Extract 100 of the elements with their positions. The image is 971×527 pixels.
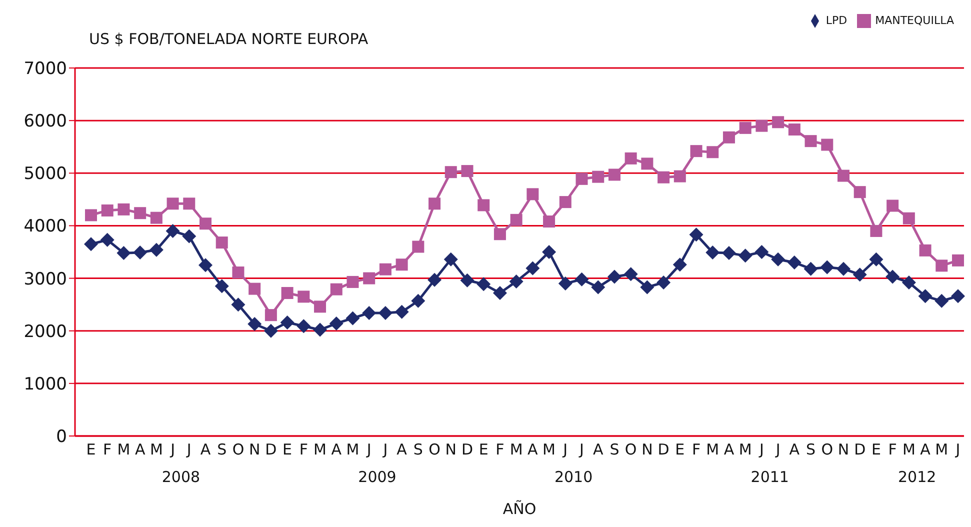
x-tick-label: M (346, 440, 360, 459)
point (820, 260, 834, 274)
x-tick-label: F (299, 440, 308, 459)
point (150, 212, 162, 224)
point (591, 280, 606, 294)
point (428, 198, 441, 210)
point (362, 306, 376, 320)
point (543, 216, 556, 228)
point (886, 270, 900, 284)
point (133, 246, 148, 260)
point (330, 283, 342, 296)
point (788, 124, 800, 136)
point (886, 200, 899, 212)
x-tick-label: A (134, 440, 146, 459)
point (772, 116, 784, 128)
x-tick-label: M (706, 440, 720, 459)
point (869, 252, 884, 266)
text: 2009 (357, 468, 398, 486)
x-tick-label: E (282, 440, 292, 459)
point (85, 209, 97, 222)
point (510, 214, 522, 226)
point (118, 203, 130, 216)
x-tick-label: N (445, 440, 457, 459)
x-tick-label: N (642, 440, 653, 459)
x-tick-label: E (675, 440, 685, 459)
y-tick-label: 5000 (24, 164, 67, 184)
point (526, 188, 539, 200)
point (232, 266, 244, 279)
x-tick-label: J (774, 440, 780, 459)
y-tick-label: 3000 (24, 269, 67, 290)
point (248, 282, 261, 295)
y-tick-label: 0 (56, 427, 67, 448)
x-tick-label: J (758, 440, 764, 459)
point (166, 224, 180, 238)
point (296, 319, 311, 334)
point (509, 274, 524, 288)
point (214, 279, 229, 294)
point (870, 224, 882, 237)
x-tick-label: M (117, 440, 130, 459)
point (804, 262, 818, 276)
x-tick-label: M (738, 440, 752, 459)
point (804, 135, 817, 148)
x-tick-label: O (428, 440, 440, 459)
x-tick-label: M (935, 440, 948, 459)
x-tick-label: J (578, 440, 584, 459)
point (559, 196, 572, 208)
point (329, 316, 344, 330)
point (672, 258, 687, 272)
x-tick-label: A (789, 440, 800, 459)
text: 2012 (897, 468, 938, 486)
point (526, 261, 540, 276)
point (574, 272, 589, 286)
x-tick-label: J (382, 440, 388, 459)
point (936, 260, 948, 272)
x-tick-label: D (265, 440, 277, 459)
x-tick-label: S (413, 440, 423, 459)
point (379, 263, 392, 276)
point (412, 240, 424, 253)
x-tick-label: A (528, 440, 539, 459)
point (821, 138, 834, 151)
point (100, 232, 114, 247)
x-tick-label: F (496, 440, 504, 459)
x-tick-label: S (217, 440, 227, 459)
x-tick-label: A (592, 440, 604, 459)
x-tick-label: N (838, 440, 850, 459)
y-tick-label: 2000 (24, 322, 67, 342)
point (444, 252, 458, 266)
point (787, 256, 802, 270)
point (281, 287, 294, 300)
point (346, 276, 359, 288)
x-tick-label: M (150, 440, 163, 459)
point (640, 280, 654, 294)
x-tick-label: M (314, 440, 326, 459)
x-tick-label: J (366, 440, 372, 459)
point (952, 254, 964, 266)
point (200, 218, 212, 230)
x-tick-label: D (658, 440, 670, 459)
x-tick-label: A (396, 440, 408, 459)
x-tick-label: F (692, 440, 701, 459)
point (656, 275, 671, 290)
point (902, 212, 915, 224)
point (216, 236, 228, 249)
point (183, 198, 196, 210)
x-tick-label: J (170, 440, 176, 459)
point (706, 246, 720, 260)
point (854, 186, 866, 198)
x-tick-label: J (954, 440, 960, 459)
point (607, 270, 622, 284)
y-tick-label: 1000 (24, 374, 67, 394)
point (492, 286, 507, 300)
x-tick-label: A (331, 440, 342, 459)
point (576, 172, 588, 185)
x-tick-label: J (186, 440, 192, 459)
text: 2011 (750, 468, 790, 486)
point (494, 228, 506, 240)
point (182, 229, 196, 244)
x-tick-label: O (232, 440, 244, 459)
x-tick-label: E (478, 440, 488, 459)
point (919, 244, 932, 256)
x-axis-title: AÑO (502, 500, 538, 518)
